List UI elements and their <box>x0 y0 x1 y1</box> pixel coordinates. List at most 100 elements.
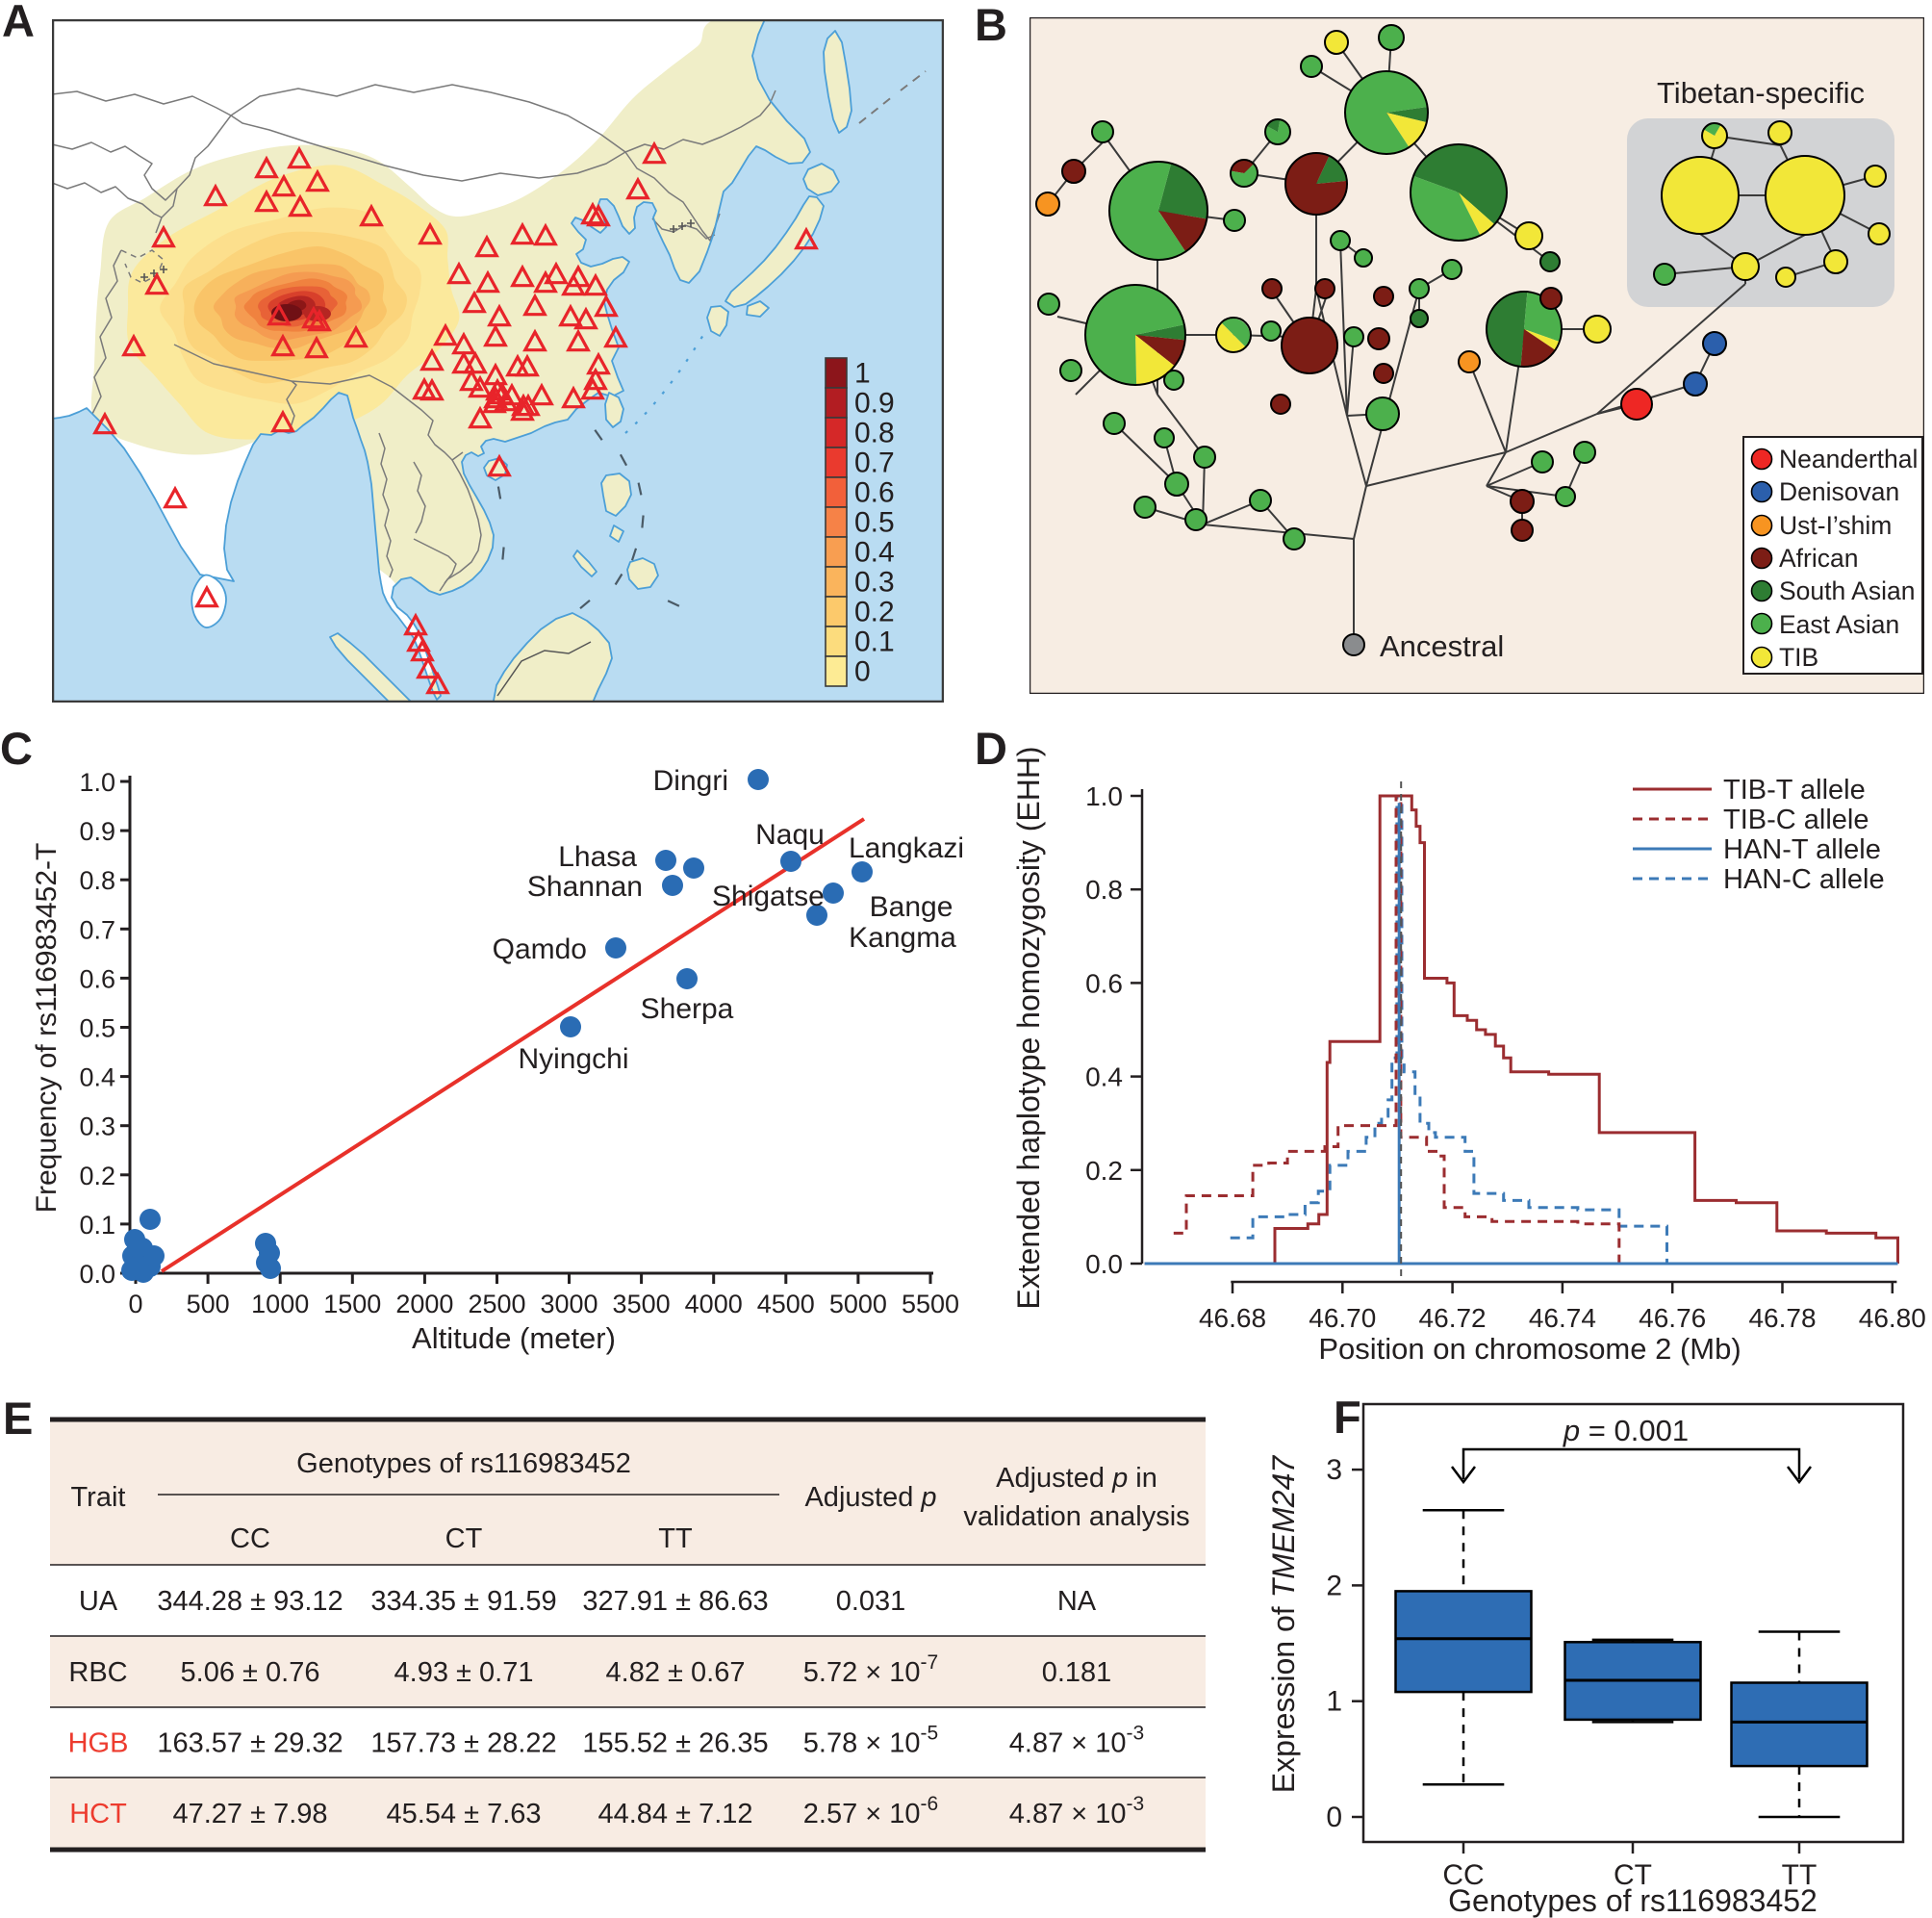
svg-text:0.8: 0.8 <box>79 866 115 895</box>
svg-text:1000: 1000 <box>251 1290 309 1318</box>
svg-text:3000: 3000 <box>540 1290 597 1318</box>
svg-text:344.28 ± 93.12: 344.28 ± 93.12 <box>157 1586 343 1617</box>
svg-text:5.72 × 10-7: 5.72 × 10-7 <box>803 1651 938 1688</box>
svg-text:4.82 ± 0.67: 4.82 ± 0.67 <box>606 1657 746 1688</box>
svg-text:TT: TT <box>1782 1859 1818 1891</box>
svg-text:0.6: 0.6 <box>854 477 895 509</box>
svg-text:44.84 ± 7.12: 44.84 ± 7.12 <box>597 1799 752 1829</box>
svg-text:Genotypes of rs116983452: Genotypes of rs116983452 <box>1448 1883 1818 1918</box>
svg-text:4500: 4500 <box>757 1290 815 1318</box>
svg-text:Dingri: Dingri <box>653 765 728 797</box>
svg-text:0.9: 0.9 <box>79 817 115 846</box>
svg-text:Lhasa: Lhasa <box>558 841 637 873</box>
svg-text:2.57 × 10-6: 2.57 × 10-6 <box>803 1793 938 1829</box>
svg-text:Altitude (meter): Altitude (meter) <box>412 1321 616 1355</box>
svg-text:0.9: 0.9 <box>854 388 895 420</box>
svg-text:46.70: 46.70 <box>1309 1303 1376 1333</box>
svg-text:0: 0 <box>854 656 871 688</box>
svg-text:46.72: 46.72 <box>1419 1303 1487 1333</box>
svg-text:0.6: 0.6 <box>79 964 115 993</box>
svg-text:African: African <box>1779 544 1858 573</box>
svg-text:334.35 ± 91.59: 334.35 ± 91.59 <box>370 1586 556 1617</box>
svg-text:1.0: 1.0 <box>1085 781 1123 811</box>
svg-text:UA: UA <box>79 1586 118 1617</box>
svg-text:0.0: 0.0 <box>1085 1249 1123 1279</box>
svg-text:0.8: 0.8 <box>1085 875 1123 905</box>
svg-text:5500: 5500 <box>902 1290 959 1318</box>
svg-text:0.4: 0.4 <box>854 537 895 569</box>
svg-text:45.54 ± 7.63: 45.54 ± 7.63 <box>386 1799 541 1829</box>
svg-text:0.8: 0.8 <box>854 418 895 449</box>
svg-text:500: 500 <box>187 1290 230 1318</box>
svg-text:4.93 ± 0.71: 4.93 ± 0.71 <box>394 1657 534 1688</box>
svg-text:Shannan: Shannan <box>527 871 643 903</box>
svg-text:5.78 × 10-5: 5.78 × 10-5 <box>803 1723 938 1759</box>
svg-text:CC: CC <box>230 1523 270 1554</box>
svg-text:46.74: 46.74 <box>1529 1303 1596 1333</box>
svg-text:Ancestral: Ancestral <box>1380 629 1504 663</box>
svg-text:0.4: 0.4 <box>79 1063 115 1092</box>
svg-text:TIB-T allele: TIB-T allele <box>1723 775 1866 806</box>
svg-text:2000: 2000 <box>395 1290 453 1318</box>
svg-text:CT: CT <box>445 1523 483 1554</box>
svg-text:46.76: 46.76 <box>1639 1303 1706 1333</box>
svg-text:3: 3 <box>1326 1454 1342 1486</box>
svg-text:0.7: 0.7 <box>79 915 115 944</box>
svg-text:4.87 × 10-3: 4.87 × 10-3 <box>1009 1793 1144 1829</box>
svg-text:0.2: 0.2 <box>854 597 895 628</box>
svg-text:RBC: RBC <box>68 1657 127 1688</box>
svg-text:0.181: 0.181 <box>1042 1657 1112 1688</box>
svg-text:HAN-C allele: HAN-C allele <box>1723 864 1885 895</box>
svg-text:0.1: 0.1 <box>79 1211 115 1240</box>
svg-text:Denisovan: Denisovan <box>1779 477 1899 506</box>
svg-text:Ust-I’shim: Ust-I’shim <box>1779 511 1892 540</box>
svg-text:1500: 1500 <box>323 1290 381 1318</box>
svg-text:Adjusted p in: Adjusted p in <box>996 1463 1157 1494</box>
svg-text:0.6: 0.6 <box>1085 968 1123 998</box>
svg-text:1: 1 <box>854 358 871 390</box>
svg-text:Langkazi: Langkazi <box>849 832 964 864</box>
svg-text:157.73 ± 28.22: 157.73 ± 28.22 <box>370 1728 556 1759</box>
svg-text:46.80: 46.80 <box>1859 1303 1926 1333</box>
svg-text:0: 0 <box>1326 1802 1342 1833</box>
svg-text:0.5: 0.5 <box>79 1014 115 1043</box>
svg-text:TIB: TIB <box>1779 643 1818 672</box>
svg-text:validation analysis: validation analysis <box>963 1501 1189 1532</box>
svg-text:327.91 ± 86.63: 327.91 ± 86.63 <box>582 1586 768 1617</box>
svg-text:5000: 5000 <box>829 1290 887 1318</box>
svg-text:Trait: Trait <box>71 1482 126 1513</box>
svg-text:0.2: 0.2 <box>1085 1156 1123 1186</box>
svg-text:Bange: Bange <box>870 891 953 923</box>
svg-text:1.0: 1.0 <box>79 768 115 797</box>
svg-text:p = 0.001: p = 0.001 <box>1563 1414 1689 1447</box>
svg-text:0.0: 0.0 <box>79 1260 115 1289</box>
svg-text:Neanderthal: Neanderthal <box>1779 445 1918 473</box>
svg-text:4000: 4000 <box>685 1290 743 1318</box>
svg-text:Nyingchi: Nyingchi <box>518 1043 628 1075</box>
svg-text:TIB-C allele: TIB-C allele <box>1723 805 1869 835</box>
svg-text:Position on chromosome 2 (Mb): Position on chromosome 2 (Mb) <box>1318 1332 1741 1366</box>
svg-text:155.52 ± 26.35: 155.52 ± 26.35 <box>582 1728 768 1759</box>
svg-text:South Asian: South Asian <box>1779 576 1915 605</box>
svg-text:HCT: HCT <box>69 1799 127 1829</box>
svg-text:47.27 ± 7.98: 47.27 ± 7.98 <box>172 1799 327 1829</box>
svg-text:0.1: 0.1 <box>854 627 895 658</box>
svg-text:Naqu: Naqu <box>755 819 825 851</box>
svg-text:Extended haplotype homozygosit: Extended haplotype homozygosity (EHH) <box>1011 746 1046 1309</box>
svg-text:3500: 3500 <box>613 1290 671 1318</box>
svg-text:Sherpa: Sherpa <box>641 993 734 1025</box>
svg-text:NA: NA <box>1057 1586 1097 1617</box>
svg-text:0.2: 0.2 <box>79 1162 115 1190</box>
svg-text:0: 0 <box>128 1290 142 1318</box>
svg-text:4.87 × 10-3: 4.87 × 10-3 <box>1009 1723 1144 1759</box>
svg-text:HGB: HGB <box>68 1728 129 1759</box>
svg-text:0.4: 0.4 <box>1085 1062 1123 1092</box>
svg-text:HAN-T allele: HAN-T allele <box>1723 834 1881 865</box>
svg-text:Genotypes of rs116983452: Genotypes of rs116983452 <box>296 1448 631 1479</box>
svg-text:2: 2 <box>1326 1570 1342 1601</box>
svg-text:0.031: 0.031 <box>836 1586 906 1617</box>
svg-text:0.3: 0.3 <box>79 1112 115 1141</box>
svg-text:2500: 2500 <box>468 1290 525 1318</box>
svg-text:CT: CT <box>1614 1859 1652 1891</box>
svg-text:5.06 ± 0.76: 5.06 ± 0.76 <box>181 1657 320 1688</box>
